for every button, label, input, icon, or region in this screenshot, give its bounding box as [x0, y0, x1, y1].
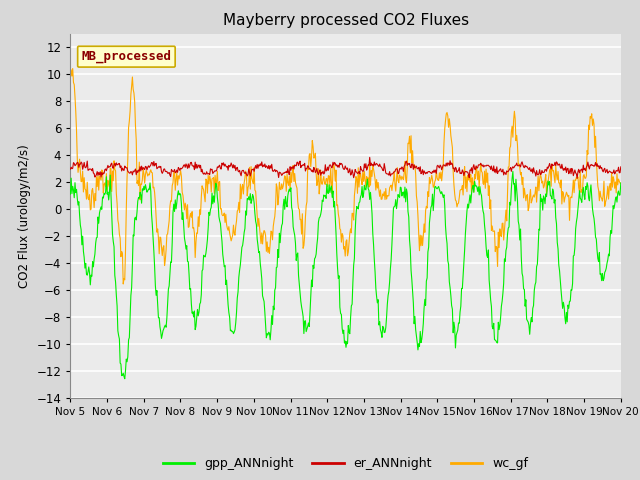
gpp_ANNnight [429, 208, 437, 214]
er_ANNnight [429, 169, 437, 175]
er_ANNnight [133, 168, 141, 174]
gpp_ANNnight [67, 191, 74, 197]
er_ANNnight [189, 163, 196, 169]
wc_gf [191, 230, 198, 236]
wc_gf [120, 281, 127, 287]
Title: Mayberry processed CO2 Fluxes: Mayberry processed CO2 Fluxes [223, 13, 468, 28]
wc_gf [67, 75, 74, 81]
Line: er_ANNnight: er_ANNnight [70, 157, 621, 178]
Text: MB_processed: MB_processed [81, 50, 172, 63]
er_ANNnight [67, 166, 74, 172]
wc_gf [430, 184, 438, 190]
er_ANNnight [77, 161, 84, 167]
wc_gf [414, 213, 422, 219]
wc_gf [220, 213, 227, 218]
er_ANNnight [366, 155, 374, 160]
gpp_ANNnight [509, 168, 516, 174]
gpp_ANNnight [77, 222, 84, 228]
er_ANNnight [413, 166, 421, 171]
Legend: gpp_ANNnight, er_ANNnight, wc_gf: gpp_ANNnight, er_ANNnight, wc_gf [158, 452, 533, 475]
wc_gf [77, 179, 85, 185]
er_ANNnight [617, 164, 625, 170]
gpp_ANNnight [134, 198, 141, 204]
er_ANNnight [573, 175, 581, 181]
wc_gf [69, 66, 77, 72]
wc_gf [617, 180, 625, 186]
Line: wc_gf: wc_gf [70, 69, 621, 284]
gpp_ANNnight [617, 180, 625, 186]
Line: gpp_ANNnight: gpp_ANNnight [70, 171, 621, 379]
gpp_ANNnight [219, 252, 227, 257]
er_ANNnight [218, 160, 226, 166]
Y-axis label: CO2 Flux (urology/m2/s): CO2 Flux (urology/m2/s) [18, 144, 31, 288]
gpp_ANNnight [413, 339, 421, 345]
wc_gf [134, 183, 142, 189]
gpp_ANNnight [121, 376, 129, 382]
gpp_ANNnight [190, 314, 198, 320]
